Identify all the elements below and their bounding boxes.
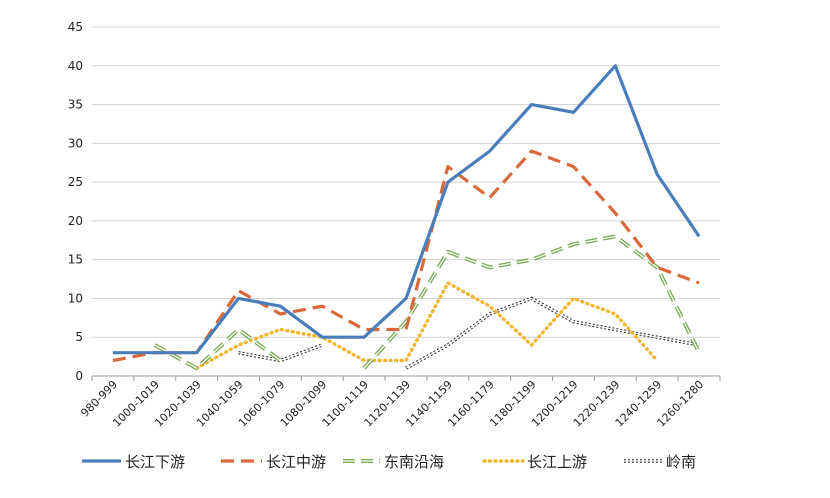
legend-item: 东南沿海 bbox=[343, 453, 444, 471]
legend: 长江下游 长江中游 东南沿海 长江上游 岭南 bbox=[82, 453, 696, 471]
series-4 bbox=[238, 296, 700, 370]
x-axis-tick-labels: 980-9991000-10191020-10391040-10591060-1… bbox=[78, 376, 721, 430]
legend-item: 长江上游 bbox=[482, 453, 587, 471]
x-tick-label: 980-999 bbox=[78, 378, 120, 420]
legend-item: 岭南 bbox=[624, 453, 696, 471]
y-axis-tick-labels: 0 5 10 15 20 25 30 35 40 45 bbox=[68, 20, 83, 383]
y-tick-label: 15 bbox=[68, 253, 83, 267]
series-0 bbox=[112, 64, 701, 355]
legend-label: 东南沿海 bbox=[384, 453, 444, 471]
y-tick-label: 40 bbox=[68, 59, 83, 73]
legend-item: 长江下游 bbox=[82, 453, 185, 471]
y-tick-label: 20 bbox=[68, 214, 83, 228]
y-tick-label: 5 bbox=[75, 330, 83, 344]
series-line-inner bbox=[154, 235, 700, 369]
y-tick-label: 25 bbox=[68, 175, 83, 189]
legend-label: 岭南 bbox=[666, 453, 696, 471]
legend-label: 长江上游 bbox=[527, 453, 587, 471]
series-lines bbox=[112, 64, 701, 371]
series-line-inner bbox=[238, 297, 700, 369]
series-line bbox=[195, 281, 659, 370]
y-tick-label: 35 bbox=[68, 98, 83, 112]
y-tick-label: 30 bbox=[68, 136, 83, 150]
y-tick-label: 45 bbox=[68, 20, 83, 34]
legend-item: 长江中游 bbox=[221, 453, 326, 471]
y-tick-label: 0 bbox=[75, 369, 83, 383]
series-3 bbox=[195, 281, 659, 370]
legend-label: 长江下游 bbox=[125, 453, 185, 471]
series-2 bbox=[153, 234, 701, 371]
gridlines bbox=[92, 26, 720, 377]
legend-label: 长江中游 bbox=[266, 453, 326, 471]
series-line bbox=[112, 64, 701, 355]
y-tick-label: 10 bbox=[68, 291, 83, 305]
